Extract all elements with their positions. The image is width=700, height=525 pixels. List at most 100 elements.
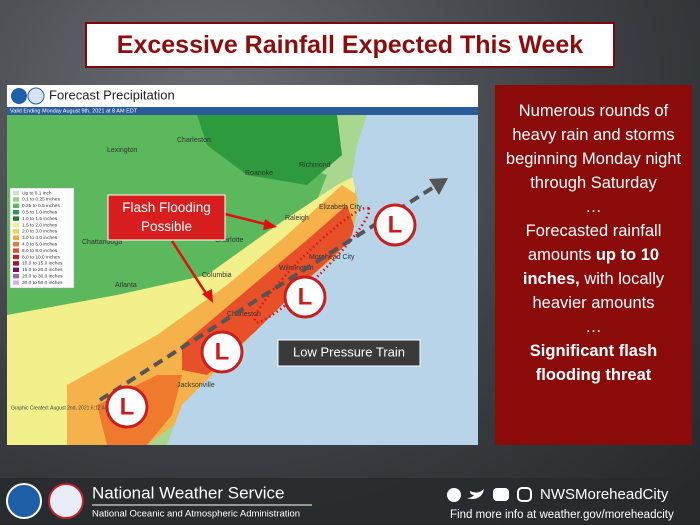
separator: …: [585, 198, 602, 216]
legend-label: 1.0 to 1.5 inches: [22, 216, 58, 222]
legend-label: 8.0 to 10.0 inches: [22, 254, 60, 260]
legend-swatch: [13, 242, 19, 247]
legend-label: Up to 0.1 inch: [22, 190, 52, 196]
legend-label: 0.5 to 1.0 inches: [22, 209, 58, 215]
legend-label: 30.0 to 50.0 inches: [22, 280, 63, 286]
legend-swatch: [13, 274, 19, 279]
parent-agency: National Oceanic and Atmospheric Adminis…: [92, 509, 300, 520]
info-link[interactable]: Find more info at weather.gov/moreheadci…: [450, 509, 674, 521]
city: Wilmington: [279, 265, 314, 272]
city: Morehead City: [309, 254, 355, 261]
callout-arrow: [170, 240, 209, 296]
agency: National Weather Service: [92, 483, 284, 502]
green-zone: [197, 115, 342, 185]
legend-label: 6.0 to 8.0 inches: [22, 248, 58, 254]
twitter-icon[interactable]: [467, 489, 484, 499]
legend-label: 10.0 to 15.0 inches: [22, 261, 63, 267]
legend-swatch: [13, 267, 19, 272]
legend-swatch: [13, 235, 19, 240]
legend-swatch: [13, 280, 19, 285]
flood-callout-text: Flash Flooding Possible: [122, 200, 211, 234]
arrow-head: [429, 178, 448, 195]
valid-bar: [7, 107, 478, 115]
low-callout: Low Pressure Train: [293, 344, 405, 359]
legend-label: 0.1 to 0.25 inches: [22, 197, 60, 203]
city-labels: Charleston Lexington Richmond Roanoke Ra…: [82, 137, 362, 389]
nws-logo: [27, 87, 45, 105]
legend-swatch: [13, 197, 19, 202]
legend-label: 0.25 to 0.5 inches: [22, 203, 60, 209]
legend-swatch: [13, 229, 19, 234]
intro: Numerous rounds of heavy rain and storms…: [505, 102, 682, 192]
orange-zone: [67, 185, 357, 445]
valid-text: Valid Ending Monday August 9th, 2021 at …: [10, 108, 138, 114]
created-note: Graphic Created: August 2nd, 2021 6:12 A…: [11, 405, 121, 411]
low-marker: [283, 275, 327, 319]
amounts-bold: up to 10 inches,: [522, 246, 660, 288]
youtube-icon[interactable]: [493, 488, 509, 501]
city: Jacksonville: [177, 382, 215, 389]
low-marker: [105, 385, 149, 429]
facebook-icon[interactable]: [447, 488, 461, 502]
legend-swatch: [13, 216, 19, 221]
noaa-logo: [6, 483, 42, 519]
instagram-icon[interactable]: [517, 487, 532, 502]
amounts: Forecasted rainfall amounts up to 10 inc…: [503, 219, 684, 315]
footer-graphics: National Weather Service National Oceani…: [6, 483, 674, 521]
legend-label: 4.0 to 6.0 inches: [22, 241, 58, 247]
city: Charleston: [177, 137, 211, 144]
low-label: L: [215, 338, 230, 365]
track-arrow: [98, 183, 439, 402]
legend-swatch: [13, 222, 19, 228]
city: Columbia: [202, 272, 232, 279]
city: Charlotte: [215, 237, 244, 244]
info-panel: Numerous rounds of heavy rain and storms…: [495, 85, 692, 445]
low-marker: [200, 330, 244, 374]
legend-box: [9, 187, 75, 289]
threat: Significant flash flooding threat: [529, 342, 658, 384]
legend-label: 1.5 to 2.0 inches: [22, 222, 58, 228]
map-header: Forecast Precipitation Valid Ending Mond…: [7, 85, 478, 115]
flood-callout: Flash Flooding Possible: [122, 200, 211, 234]
separator: …: [585, 318, 602, 336]
low-label: L: [298, 283, 313, 310]
map-panel: Forecast Precipitation Valid Ending Mond…: [7, 85, 478, 445]
map-title: Forecast Precipitation: [49, 87, 175, 102]
legend-label: 3.0 to 4.0 inches: [22, 235, 58, 241]
amounts-pre: Forecasted rainfall amounts: [525, 222, 662, 264]
city: Richmond: [299, 162, 331, 169]
legend-swatch: [13, 190, 19, 196]
low-label: L: [120, 393, 135, 420]
handle[interactable]: NWSMoreheadCity: [540, 486, 669, 503]
footer: National Weather Service National Oceani…: [0, 478, 700, 525]
title: Excessive Rainfall Expected This Week: [85, 22, 615, 68]
callout-arrow: [224, 212, 270, 227]
city: Raleigh: [285, 215, 309, 222]
amounts-post: with locally heavier amounts: [532, 270, 665, 312]
legend-label: 20.0 to 30.0 inches: [22, 273, 63, 279]
low-label: L: [388, 211, 403, 238]
city: Elizabeth City: [319, 204, 362, 211]
lows: L L L L: [105, 203, 417, 429]
arrow-head: [202, 289, 213, 303]
low-callout-box: [277, 339, 421, 367]
city: Charleston: [227, 311, 261, 318]
legend-swatch: [13, 254, 19, 260]
flood-outline: [253, 206, 371, 324]
flood-callout-box: [107, 194, 226, 241]
legend-swatch: [13, 248, 19, 253]
arrow-head: [263, 219, 277, 230]
legend-swatch: [13, 261, 19, 266]
city: Chattanooga: [82, 239, 122, 246]
city: Lexington: [107, 147, 137, 154]
legend-swatch: [13, 203, 19, 208]
noaa-logo: [11, 88, 27, 104]
city: Atlanta: [115, 282, 137, 289]
nws-logo: [48, 483, 84, 519]
city: Roanoke: [245, 170, 273, 177]
legend-swatch: [13, 210, 19, 215]
legend-label: 15.0 to 20.0 inches: [22, 267, 63, 273]
